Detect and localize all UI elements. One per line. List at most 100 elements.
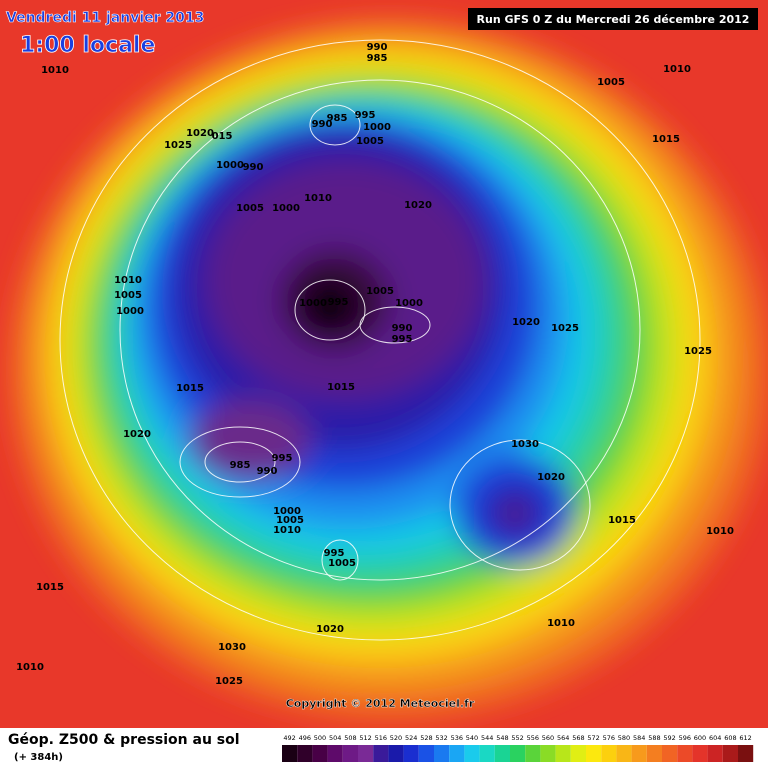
scale-swatch	[692, 745, 708, 762]
isobar-label: 995	[324, 548, 345, 559]
scale-label: 508	[344, 734, 356, 742]
scale-swatch	[677, 745, 693, 762]
scale-swatch	[722, 745, 738, 762]
isobar-label: 1015	[652, 134, 680, 145]
isobar-label: 1010	[114, 275, 142, 286]
scale-label: 592	[663, 734, 675, 742]
isobar-label: 1005	[328, 558, 356, 569]
scale-label: 604	[709, 734, 721, 742]
scale-label: 548	[496, 734, 508, 742]
scale-label: 612	[739, 734, 751, 742]
scale-label: 580	[618, 734, 630, 742]
isobar-label: 1005	[356, 136, 384, 147]
scale-swatch	[540, 745, 556, 762]
scale-swatch	[358, 745, 374, 762]
scale-label: 540	[466, 734, 478, 742]
isobar-label: 990	[392, 323, 413, 334]
forecast-time: 1:00 locale	[20, 33, 155, 58]
scale-swatch	[494, 745, 510, 762]
isobar-label: 1025	[684, 346, 712, 357]
scale-swatch	[342, 745, 358, 762]
isobar-label: 015	[212, 131, 233, 142]
scale-swatch	[601, 745, 617, 762]
scale-swatch	[388, 745, 404, 762]
scale-swatch	[707, 745, 723, 762]
scale-swatch	[479, 745, 495, 762]
scale-swatch	[297, 745, 313, 762]
scale-label: 584	[633, 734, 645, 742]
isobar-label: 1000	[395, 298, 423, 309]
scale-label: 576	[603, 734, 615, 742]
isobar-label: 1010	[547, 618, 575, 629]
scale-swatch	[662, 745, 678, 762]
isobar-label: 985	[327, 113, 348, 124]
isobar-label: 990	[257, 466, 278, 477]
scale-swatch	[631, 745, 647, 762]
isobar-label: 1010	[273, 525, 301, 536]
isobar-label: 1010	[706, 526, 734, 537]
legend-title: Géop. Z500 & pression au sol	[8, 732, 240, 748]
isobar-label: 1015	[327, 382, 355, 393]
scale-label: 572	[587, 734, 599, 742]
isobar-label: 1025	[551, 323, 579, 334]
scale-swatch	[373, 745, 389, 762]
height-field	[10, 20, 768, 720]
isobar-label: 1010	[663, 64, 691, 75]
isobar-label: 995	[272, 453, 293, 464]
scale-swatch	[403, 745, 419, 762]
scale-label: 520	[390, 734, 402, 742]
scale-swatch	[464, 745, 480, 762]
isobar-label: 1010	[304, 193, 332, 204]
isobar-label: 1020	[186, 128, 214, 139]
isobar-label: 1015	[36, 582, 64, 593]
isobar-label: 1000	[273, 506, 301, 517]
scale-label: 496	[299, 734, 311, 742]
isobar-label: 1020	[537, 472, 565, 483]
scale-swatch	[327, 745, 343, 762]
scale-label: 568	[572, 734, 584, 742]
isobar-label: 1020	[316, 624, 344, 635]
isobars	[59, 39, 701, 641]
legend-subtitle: (+ 384h)	[14, 752, 63, 763]
scale-swatch	[738, 745, 754, 762]
isobar-label: 1020	[404, 200, 432, 211]
isobar-label: 1010	[16, 662, 44, 673]
scale-swatch	[646, 745, 662, 762]
isobar-label: 1005	[366, 286, 394, 297]
isobar-label: 985	[367, 53, 388, 64]
scale-swatch	[586, 745, 602, 762]
run-info: Run GFS 0 Z du Mercredi 26 décembre 2012	[477, 13, 750, 26]
scale-label: 544	[481, 734, 493, 742]
isobar-label: 1015	[608, 515, 636, 526]
scale-label: 532	[435, 734, 447, 742]
scale-swatch	[434, 745, 450, 762]
scale-label: 512	[359, 734, 371, 742]
isobar-label: 1020	[123, 429, 151, 440]
scale-label: 552	[511, 734, 523, 742]
scale-label: 536	[451, 734, 463, 742]
run-box	[468, 8, 758, 30]
isobar-label: 1030	[511, 439, 539, 450]
scale-swatch	[418, 745, 434, 762]
scale-label: 600	[694, 734, 706, 742]
isobar-label: 1015	[176, 383, 204, 394]
scale-swatch	[555, 745, 571, 762]
forecast-date: Vendredi 11 janvier 2013	[6, 10, 204, 26]
scale-label: 504	[329, 734, 341, 742]
isobar-label: 995	[355, 110, 376, 121]
scale-swatch	[616, 745, 632, 762]
scale-label: 608	[724, 734, 736, 742]
scale-label: 528	[420, 734, 432, 742]
scale-label: 564	[557, 734, 569, 742]
isobar-label: 1000	[299, 298, 327, 309]
isobar-label: 990	[243, 162, 264, 173]
isobar-label: 995	[328, 297, 349, 308]
isobar-label: 990	[312, 119, 333, 130]
scale-swatch	[525, 745, 541, 762]
isobar-label: 985	[230, 460, 251, 471]
scale-label: 596	[679, 734, 691, 742]
scale-swatch	[312, 745, 328, 762]
